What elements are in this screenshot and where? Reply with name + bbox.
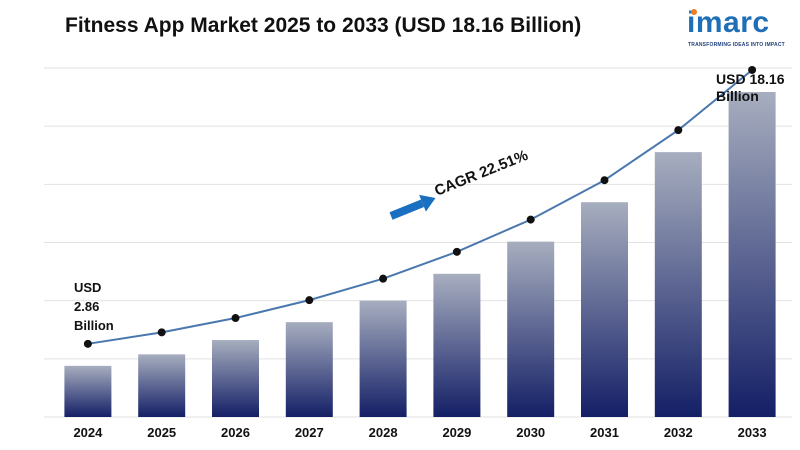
x-tick-label: 2026 [221, 425, 250, 440]
cagr-arrow-shaft [389, 199, 425, 220]
cagr-arrow-head [419, 194, 436, 212]
trend-marker [748, 65, 757, 74]
x-tick-label: 2025 [147, 425, 176, 440]
start-value-label: 2.86 [74, 299, 99, 314]
bar [138, 354, 186, 417]
bar [433, 273, 481, 417]
trend-marker [305, 296, 314, 305]
trend-marker [674, 126, 683, 135]
start-value-label: Billion [74, 318, 114, 333]
trend-line [87, 69, 753, 345]
x-tick-label: 2027 [295, 425, 324, 440]
bar [359, 300, 407, 417]
trend-marker [452, 247, 461, 256]
trend-marker [231, 314, 240, 323]
x-tick-label: 2028 [369, 425, 398, 440]
x-tick-label: 2029 [442, 425, 471, 440]
imarc-logo: imarc TRANSFORMING IDEAS INTO IMPACT [687, 6, 785, 54]
bar [507, 241, 555, 417]
bar [212, 340, 259, 417]
end-value-label: USD 18.16 [716, 71, 785, 87]
trend-marker [157, 328, 166, 337]
x-tick-label: 2031 [590, 425, 619, 440]
end-value-label: Billion [716, 88, 759, 104]
cagr-arrow-icon [389, 194, 436, 220]
x-tick-label: 2024 [73, 425, 103, 440]
cagr-label: CAGR 22.51% [432, 147, 530, 200]
x-tick-label: 2033 [738, 425, 767, 440]
bar [64, 365, 112, 417]
bar [654, 152, 702, 417]
start-value-label: USD [74, 280, 101, 295]
trend-marker [526, 215, 535, 224]
x-tick-label: 2032 [664, 425, 693, 440]
trend-marker [379, 274, 388, 283]
logo-wordmark: imarc [687, 6, 770, 39]
bar [728, 91, 776, 417]
trend-marker [83, 339, 92, 348]
logo-tagline: TRANSFORMING IDEAS INTO IMPACT [688, 42, 785, 48]
x-tick-label: 2030 [516, 425, 545, 440]
trend-marker [600, 176, 609, 185]
chart-title: Fitness App Market 2025 to 2033 (USD 18.… [65, 14, 582, 37]
bar [285, 322, 333, 417]
logo-dot-icon [691, 9, 697, 15]
bar [581, 202, 628, 417]
